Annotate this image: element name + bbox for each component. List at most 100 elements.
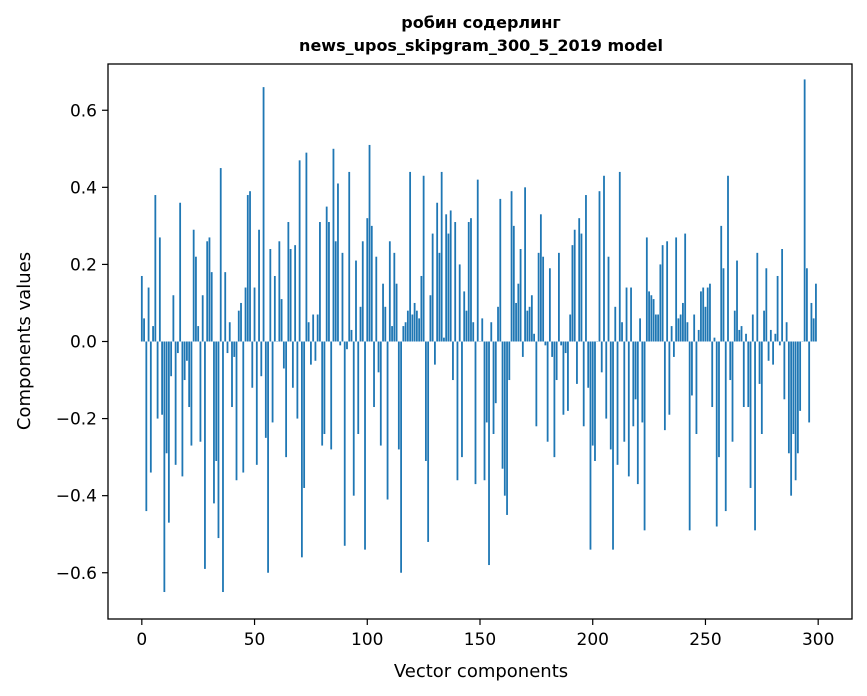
bar <box>273 275 276 342</box>
bar <box>598 191 601 342</box>
bar <box>720 225 723 342</box>
bar <box>147 287 150 342</box>
bar <box>474 341 477 485</box>
bar <box>454 222 457 342</box>
bar <box>661 245 664 342</box>
bar <box>794 341 797 481</box>
bar <box>537 252 540 342</box>
bar <box>300 341 303 558</box>
bar <box>742 341 745 408</box>
bar <box>140 275 143 342</box>
chart-title-line2: news_upos_skipgram_300_5_2019 model <box>299 36 663 55</box>
bar <box>434 341 436 365</box>
bar <box>645 237 648 342</box>
bar <box>361 241 364 342</box>
bar <box>418 318 421 342</box>
bar <box>368 144 371 342</box>
bar <box>246 195 249 342</box>
bar <box>406 310 409 342</box>
plot-frame <box>107 63 853 620</box>
bar <box>415 310 418 342</box>
bar <box>334 241 337 342</box>
bar <box>165 341 168 454</box>
bar <box>291 341 294 388</box>
bar <box>161 341 164 415</box>
bar <box>488 341 490 566</box>
bar <box>339 341 342 346</box>
bar <box>217 341 220 539</box>
bar <box>630 287 632 342</box>
bar <box>249 191 251 342</box>
bar <box>718 341 720 458</box>
bar <box>402 326 405 342</box>
bar <box>639 318 641 342</box>
bar <box>188 341 191 408</box>
bar <box>567 341 569 411</box>
bar <box>267 341 269 573</box>
bar <box>282 341 285 369</box>
bar <box>461 341 463 458</box>
y-tick-label: −0.6 <box>56 564 97 584</box>
bar <box>343 341 346 546</box>
bar <box>222 341 224 593</box>
bar-series <box>140 79 817 593</box>
bar <box>226 341 229 354</box>
bar <box>684 233 687 342</box>
bar <box>763 310 765 342</box>
bar <box>578 218 581 342</box>
bar <box>594 341 596 461</box>
bar <box>420 275 423 342</box>
bar <box>262 87 265 342</box>
bar <box>648 291 650 342</box>
bar <box>206 241 209 342</box>
bar <box>494 341 497 404</box>
y-tick-label: 0.2 <box>70 255 97 275</box>
x-axis-ticks: 0 50 100 150 200 250 300 <box>136 619 834 650</box>
bar <box>724 341 727 512</box>
bar <box>767 341 770 361</box>
bar <box>544 341 547 346</box>
bar <box>576 341 578 384</box>
bar <box>769 329 772 342</box>
bar <box>145 341 148 512</box>
bar <box>754 341 756 531</box>
bar <box>691 341 693 396</box>
bar <box>325 206 328 342</box>
bar <box>204 341 206 569</box>
y-axis-ticks: −0.6 −0.4 −0.2 0.0 0.2 0.4 0.6 <box>56 101 108 584</box>
bar <box>373 341 375 408</box>
bar <box>370 225 373 342</box>
bar <box>190 341 193 446</box>
bar <box>176 341 179 354</box>
bar <box>391 326 393 342</box>
bar <box>348 171 351 342</box>
bar <box>711 341 714 408</box>
bar <box>614 306 617 342</box>
bar <box>321 341 324 446</box>
bar <box>303 341 306 488</box>
x-tick-label: 200 <box>577 630 609 650</box>
bar <box>591 341 594 446</box>
bar <box>740 326 743 342</box>
bar <box>379 341 382 446</box>
bar <box>251 341 254 388</box>
bar <box>657 314 660 342</box>
bar <box>465 310 468 342</box>
bar <box>404 322 407 342</box>
bar <box>772 341 774 365</box>
bar <box>810 302 813 342</box>
bar <box>704 306 707 342</box>
bar <box>745 333 747 342</box>
bar <box>278 241 281 342</box>
bar <box>375 256 378 342</box>
bar <box>337 183 339 342</box>
bar <box>384 306 387 342</box>
bar <box>314 341 317 361</box>
bar <box>731 341 734 442</box>
bar <box>244 287 247 342</box>
bar <box>341 252 344 342</box>
bar <box>447 233 450 342</box>
bar <box>508 341 511 381</box>
